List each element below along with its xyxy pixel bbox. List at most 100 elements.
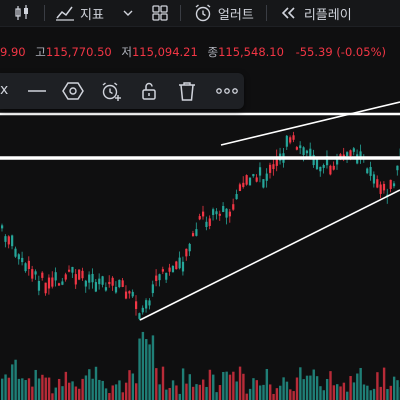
candle-body xyxy=(178,257,181,269)
volume-bar xyxy=(145,339,148,400)
volume-bar xyxy=(94,366,98,400)
chevron-down-icon[interactable] xyxy=(118,3,138,23)
candle-body xyxy=(141,307,144,313)
candle-body xyxy=(188,243,191,252)
volume-bar xyxy=(41,374,44,400)
volume-bar xyxy=(299,367,302,400)
volume-bar xyxy=(47,377,51,400)
volume-bar xyxy=(17,378,21,400)
candle-body xyxy=(325,155,329,166)
volume-bar xyxy=(322,390,325,400)
candle-body xyxy=(392,183,396,187)
replay-button[interactable]: 리플레이 xyxy=(279,0,352,26)
candle-body xyxy=(228,211,231,217)
volume-bar xyxy=(191,386,195,400)
candlestick-icon[interactable] xyxy=(12,3,32,23)
candle-body xyxy=(372,174,376,184)
candle-body xyxy=(114,286,118,293)
alarm-clock-icon xyxy=(193,3,213,23)
candle-body xyxy=(155,275,158,281)
candle-body xyxy=(24,263,27,272)
candle-body xyxy=(305,150,309,154)
volume-bar xyxy=(111,385,114,400)
candle-body xyxy=(255,177,258,182)
volume-bar xyxy=(11,364,14,400)
channel-upper-trendline[interactable] xyxy=(220,101,400,146)
candle-body xyxy=(265,173,268,181)
rewind-icon xyxy=(279,3,299,23)
volume-bar xyxy=(386,389,389,400)
volume-bar xyxy=(222,371,225,400)
candle-body xyxy=(104,287,108,291)
volume-bar xyxy=(282,377,285,400)
volume-bar xyxy=(128,370,131,400)
volume-bar xyxy=(329,371,332,400)
volume-bar xyxy=(312,369,315,400)
candle-body xyxy=(289,137,292,143)
close-toolbar-button[interactable]: x xyxy=(0,82,9,98)
volume-bar xyxy=(339,386,342,400)
drawing-toolbar: x xyxy=(0,73,244,109)
volume-bar xyxy=(24,380,27,400)
channel-lower-trendline[interactable] xyxy=(139,189,400,321)
candle-body xyxy=(101,276,104,285)
candle-body xyxy=(108,281,111,285)
candle-body xyxy=(17,254,20,260)
candle-body xyxy=(349,150,352,157)
close-label: 종 xyxy=(207,45,219,59)
volume-bar xyxy=(138,338,141,400)
volume-bar xyxy=(225,371,228,400)
layout-grid-icon[interactable] xyxy=(150,3,170,23)
more-options-icon[interactable] xyxy=(215,80,239,102)
hexagon-style-icon[interactable] xyxy=(62,80,84,102)
candle-body xyxy=(389,179,392,189)
candle-body xyxy=(4,236,7,242)
candle-body xyxy=(339,154,342,158)
volume-bar xyxy=(98,379,101,400)
add-alert-icon[interactable] xyxy=(100,80,122,102)
candle-body xyxy=(84,280,87,287)
volume-bar xyxy=(332,385,336,400)
candle-body xyxy=(81,270,84,279)
candle-body xyxy=(34,271,37,275)
volume-bars xyxy=(1,331,400,400)
candle-body xyxy=(205,221,208,228)
volume-bar xyxy=(245,393,248,400)
volume-bar xyxy=(168,387,171,400)
volume-bar xyxy=(74,386,78,400)
indicators-button[interactable]: 지표 xyxy=(55,0,104,26)
candle-body xyxy=(212,209,215,215)
candle-body xyxy=(332,165,335,170)
candle-body xyxy=(68,269,71,272)
candle-body xyxy=(118,279,121,288)
unlock-icon[interactable] xyxy=(138,80,160,102)
candle-body xyxy=(168,267,171,272)
candle-body xyxy=(208,218,211,226)
toolbar-divider xyxy=(265,5,267,21)
volume-bar xyxy=(88,369,91,400)
drawings xyxy=(0,101,400,321)
volume-bar xyxy=(262,384,265,400)
low-label: 저 xyxy=(121,45,132,59)
trash-icon[interactable] xyxy=(176,80,198,102)
candle-body xyxy=(225,208,228,218)
volume-bar xyxy=(44,377,47,400)
volume-bar xyxy=(372,388,376,400)
candle-body xyxy=(218,213,221,216)
alert-button[interactable]: 얼러트 xyxy=(193,0,254,26)
candle-body xyxy=(91,273,94,283)
candle-body xyxy=(165,272,168,280)
change-value: -55.39 (-0.05%) xyxy=(295,45,386,59)
volume-bar xyxy=(295,377,299,400)
candle-body xyxy=(369,166,372,176)
candle-body xyxy=(44,282,47,294)
horizontal-line-tool-icon[interactable] xyxy=(26,80,48,102)
candle-body xyxy=(262,179,265,188)
volume-bar xyxy=(7,377,11,400)
candle-body xyxy=(171,265,175,273)
price-chart[interactable] xyxy=(0,60,400,400)
candle-body xyxy=(14,248,17,257)
volume-bar xyxy=(252,378,255,400)
volume-bar xyxy=(185,383,188,400)
candle-body xyxy=(222,205,225,212)
